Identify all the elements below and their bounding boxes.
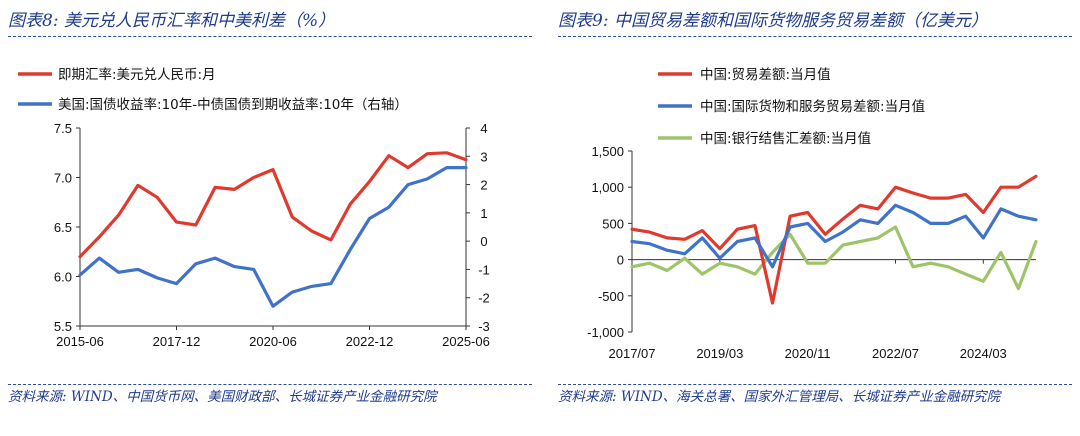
right-y-tick-label: 3 <box>480 149 487 164</box>
y-tick-label: 1,500 <box>591 144 624 159</box>
x-tick-label: 2022-12 <box>346 334 394 349</box>
x-tick-label: 2022/07 <box>872 346 919 361</box>
right-chart: -1,000 -500 0 500 1,000 1,500 2017/07 2019/03 20… <box>587 67 1038 361</box>
right-source-rule <box>558 384 1072 385</box>
legend-label-1: 即期汇率:美元兑人民币:月 <box>58 66 216 83</box>
legend-label-3: 中国:银行结售汇差额:当月值 <box>700 131 871 147</box>
right-title-rule <box>558 36 1072 37</box>
left-y-tick-label: 6.0 <box>54 270 72 285</box>
left-title-rule <box>8 36 532 37</box>
right-y-tick-label: 4 <box>480 121 487 136</box>
right-chart-source: 资料来源: WIND、海关总署、国家外汇管理局、长城证券产业金融研究院 <box>558 389 1001 405</box>
right-y-tick-label: -3 <box>478 319 490 334</box>
left-source-rule <box>8 384 532 385</box>
y-tick-label: 1,000 <box>591 180 624 195</box>
left-chart-title: 图表8: 美元兑人民币汇率和中美利差（%） <box>8 11 336 31</box>
x-tick-label: 2024/03 <box>960 346 1007 361</box>
legend-label-1: 中国:贸易差额:当月值 <box>700 67 831 83</box>
legend-label-2: 中国:国际货物和服务贸易差额:当月值 <box>700 98 925 115</box>
x-tick-label: 2025-06 <box>442 334 490 349</box>
x-tick-label: 2020-06 <box>249 334 297 349</box>
y-tick-label: 0 <box>617 253 624 268</box>
y-tick-label: -500 <box>598 289 624 304</box>
x-tick-label: 2015-06 <box>56 334 104 349</box>
series-line-3 <box>630 225 1038 291</box>
right-y-tick-label: -2 <box>478 291 490 306</box>
x-tick-label: 2020/11 <box>785 346 831 361</box>
right-y-tick-label: -1 <box>478 262 490 277</box>
left-y-tick-label: 6.5 <box>54 220 72 235</box>
y-tick-label: -1,000 <box>587 325 624 340</box>
legend-label-2: 美国:国债收益率:10年-中债国债到期收益率:10年（右轴） <box>58 96 408 113</box>
right-y-tick-label: 2 <box>480 178 487 193</box>
left-chart: 5.5 6.0 6.5 7.0 7.5 -3 -2 -1 0 1 2 3 4 2015-06 2017-12… <box>18 66 490 349</box>
left-chart-source: 资料来源: WIND、中国货币网、美国财政部、长城证券产业金融研究院 <box>8 389 437 405</box>
series-line-1 <box>78 151 468 259</box>
series-line-1 <box>630 174 1038 305</box>
left-y-tick-label: 5.5 <box>54 319 72 334</box>
right-chart-title: 图表9: 中国贸易差额和国际货物服务贸易差额（亿美元） <box>558 11 988 31</box>
series-line-2 <box>78 165 468 308</box>
right-y-tick-label: 0 <box>480 234 487 249</box>
x-tick-label: 2019/03 <box>696 346 743 361</box>
right-y-tick-label: 1 <box>480 206 487 221</box>
x-tick-label: 2017/07 <box>609 346 656 361</box>
left-y-tick-label: 7.0 <box>54 171 72 186</box>
x-tick-label: 2017-12 <box>153 334 201 349</box>
left-chart-panel: 图表8: 美元兑人民币汇率和中美利差（%） 5.5 6.0 6.5 7.0 7.5 -3 -… <box>8 11 532 405</box>
series-line-2 <box>630 203 1038 269</box>
right-chart-panel: 图表9: 中国贸易差额和国际货物服务贸易差额（亿美元） -1,000 -500 0 5… <box>550 0 1080 436</box>
left-y-tick-label: 7.5 <box>54 121 72 136</box>
y-tick-label: 500 <box>602 216 624 231</box>
